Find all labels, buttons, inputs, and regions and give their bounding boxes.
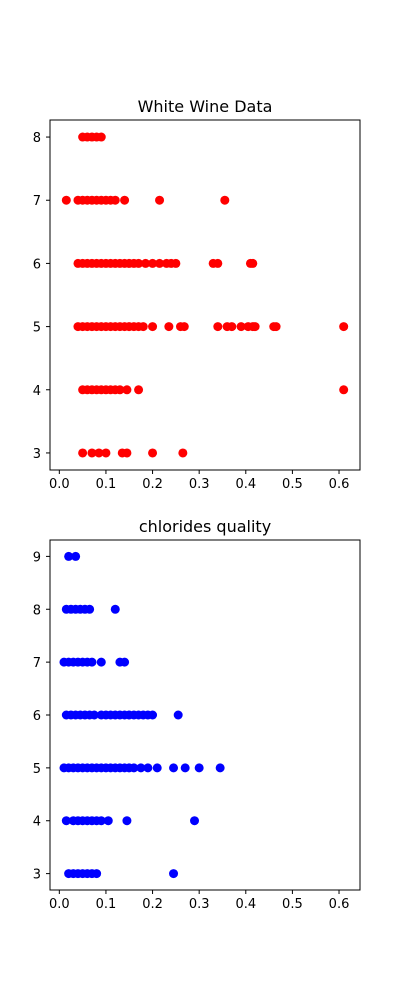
data-point <box>110 195 120 205</box>
data-point <box>87 657 97 667</box>
data-point <box>136 763 146 773</box>
y-tick-label: 4 <box>33 384 41 399</box>
y-tick-label: 6 <box>33 257 41 272</box>
chart-chlorides-quality: chlorides quality 0.0 0.1 0.2 0.3 0.4 0.5 0.6 3… <box>33 517 361 912</box>
data-point <box>271 322 281 332</box>
x-tick-label: 0.5 <box>282 477 303 492</box>
data-point <box>155 195 165 205</box>
data-point <box>87 448 97 458</box>
x-tick-label: 0.6 <box>329 897 350 912</box>
y-tick-label: 5 <box>33 321 41 336</box>
data-point <box>339 322 349 332</box>
data-point <box>94 448 104 458</box>
axes-frame <box>49 539 361 891</box>
chart-plot-area: 0.0 0.1 0.2 0.3 0.4 0.5 0.6 3 4 5 6 7 8 <box>33 131 350 492</box>
data-point <box>215 763 225 773</box>
data-point <box>85 604 95 614</box>
data-point <box>169 763 179 773</box>
data-point <box>190 816 200 826</box>
x-tick-label: 0.3 <box>189 897 210 912</box>
data-point <box>339 385 349 395</box>
data-point <box>148 710 158 720</box>
data-point <box>148 448 158 458</box>
y-tick-label: 4 <box>33 815 41 830</box>
data-point <box>122 385 132 395</box>
data-point <box>115 385 125 395</box>
data-point <box>122 816 132 826</box>
data-point <box>152 763 162 773</box>
data-point <box>164 322 174 332</box>
x-tick-label: 0.1 <box>96 477 117 492</box>
x-tick-label: 0.2 <box>142 897 163 912</box>
y-tick-label: 9 <box>33 550 41 565</box>
data-point <box>134 385 144 395</box>
x-tick-label: 0.0 <box>49 897 70 912</box>
data-point <box>213 322 223 332</box>
x-tick-label: 0.4 <box>235 477 256 492</box>
data-point <box>101 448 111 458</box>
data-point <box>141 258 151 268</box>
data-point <box>180 763 190 773</box>
data-point <box>220 195 230 205</box>
chart-title: chlorides quality <box>139 517 271 536</box>
chart-plot-area: 0.0 0.1 0.2 0.3 0.4 0.5 0.6 3 4 5 6 7 8 9 <box>33 550 350 912</box>
data-point <box>148 322 158 332</box>
data-point <box>78 448 88 458</box>
data-point <box>110 604 120 614</box>
data-point <box>236 322 246 332</box>
data-point <box>71 551 81 561</box>
data-point <box>179 322 189 332</box>
y-tick-label: 3 <box>33 447 41 462</box>
data-point <box>213 258 223 268</box>
chart-title: White Wine Data <box>138 97 273 116</box>
data-point <box>120 195 130 205</box>
data-point <box>92 869 102 879</box>
x-tick-label: 0.0 <box>49 477 70 492</box>
data-point <box>122 448 132 458</box>
data-point <box>169 869 179 879</box>
axes-frame <box>49 119 361 471</box>
data-point <box>173 710 183 720</box>
x-tick-label: 0.4 <box>235 897 256 912</box>
x-tick-label: 0.5 <box>282 897 303 912</box>
x-tick-label: 0.1 <box>96 897 117 912</box>
data-point <box>89 710 99 720</box>
y-tick-label: 8 <box>33 603 41 618</box>
data-point <box>96 816 106 826</box>
data-point <box>103 816 113 826</box>
data-point <box>138 322 148 332</box>
x-tick-label: 0.2 <box>142 477 163 492</box>
data-point <box>61 816 71 826</box>
data-point <box>194 763 204 773</box>
data-point <box>61 195 71 205</box>
y-tick-label: 7 <box>33 194 41 209</box>
chart-white-wine-data: White Wine Data 0.0 0.1 0.2 0.3 0.4 0.5 0.6 3 4 5… <box>33 97 361 492</box>
data-point <box>178 448 188 458</box>
y-tick-label: 3 <box>33 868 41 883</box>
data-point <box>96 132 106 142</box>
data-point <box>250 322 260 332</box>
y-tick-label: 8 <box>33 131 41 146</box>
x-tick-label: 0.6 <box>329 477 350 492</box>
x-tick-label: 0.3 <box>189 477 210 492</box>
data-point <box>96 657 106 667</box>
data-point <box>248 258 258 268</box>
data-point <box>64 551 74 561</box>
y-tick-label: 5 <box>33 762 41 777</box>
y-tick-label: 7 <box>33 656 41 671</box>
y-tick-label: 6 <box>33 709 41 724</box>
data-point <box>148 258 158 268</box>
data-point <box>143 763 153 773</box>
data-point <box>120 657 130 667</box>
data-point <box>155 258 165 268</box>
data-point <box>134 258 144 268</box>
data-point <box>227 322 237 332</box>
data-point <box>171 258 181 268</box>
data-point <box>129 763 139 773</box>
